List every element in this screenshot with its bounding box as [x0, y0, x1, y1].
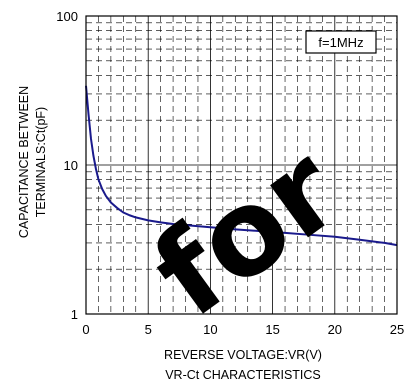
y-tick-label: 10 — [64, 158, 78, 173]
y-tick-label: 1 — [71, 307, 78, 322]
grid — [86, 16, 397, 314]
plot-frame — [85, 15, 398, 315]
tick-labels: 0 5 10 15 20 25 1 10 100 — [56, 9, 404, 337]
watermark: for — [128, 120, 363, 344]
y-tick-label: 100 — [56, 9, 78, 24]
svg-text:for: for — [128, 120, 363, 344]
y-axis-title-line1: CAPACITANCE BETWEEN — [17, 86, 31, 238]
x-axis-title: REVERSE VOLTAGE:VR(V) — [164, 348, 322, 362]
x-tick-label: 10 — [203, 322, 217, 337]
series-line-0 — [85, 85, 398, 247]
frequency-annotation: f=1MHz — [305, 30, 377, 54]
x-tick-label: 20 — [328, 322, 342, 337]
x-tick-label: 0 — [82, 322, 89, 337]
y-axis-title-line2: TERMINALS:Ct(pF) — [34, 107, 48, 217]
annotation-text: f=1MHz — [318, 35, 363, 50]
x-tick-label: 15 — [265, 322, 279, 337]
chart-title: VR-Ct CHARACTERISTICS — [165, 368, 321, 382]
x-tick-label: 25 — [390, 322, 404, 337]
x-tick-label: 5 — [145, 322, 152, 337]
series-layer — [85, 85, 398, 247]
